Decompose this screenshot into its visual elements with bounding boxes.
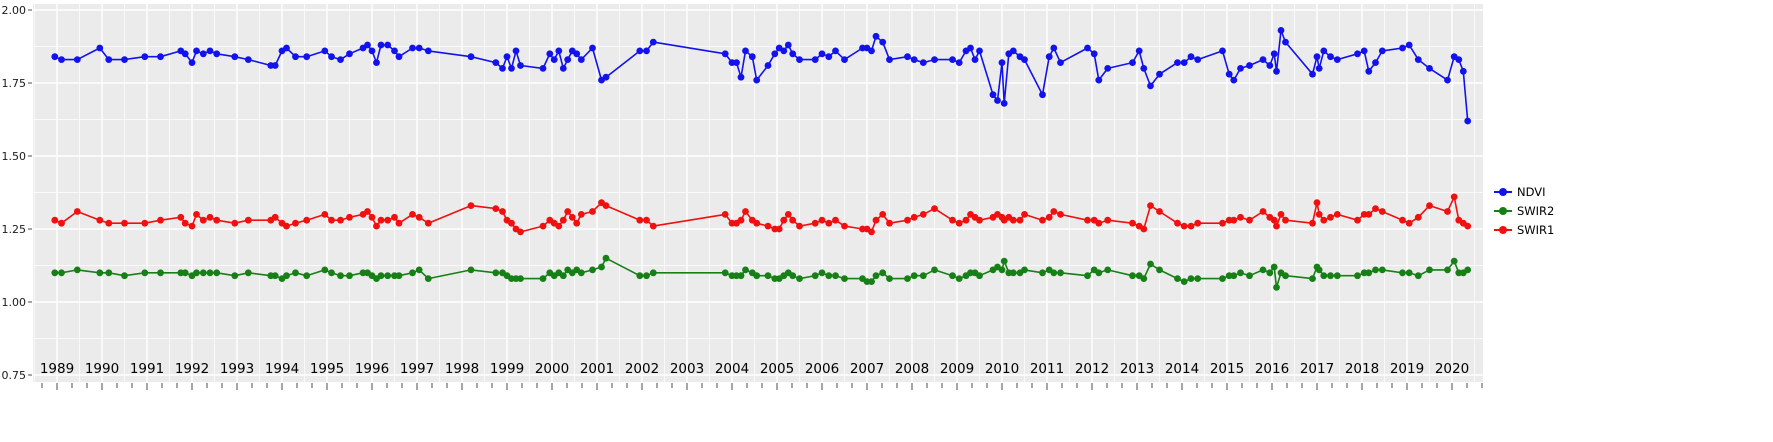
grid-major (33, 4, 1483, 382)
grid-minor (33, 4, 1483, 382)
svg-text:0.75: 0.75 (2, 369, 27, 382)
svg-text:2008: 2008 (895, 361, 929, 377)
x-axis-ticks (41, 383, 1483, 390)
svg-text:1989: 1989 (40, 361, 74, 377)
svg-text:2011: 2011 (1030, 361, 1064, 377)
svg-text:2002: 2002 (625, 361, 659, 377)
svg-text:1996: 1996 (355, 361, 389, 377)
svg-text:2000: 2000 (535, 361, 569, 377)
svg-text:2010: 2010 (985, 361, 1019, 377)
legend-marker-swir1 (1494, 224, 1512, 236)
svg-text:1.25: 1.25 (2, 223, 27, 236)
legend-item-swir1: SWIR1 (1494, 224, 1554, 236)
chart-legend: NDVI SWIR2 SWIR1 (1494, 186, 1554, 236)
svg-text:1993: 1993 (220, 361, 254, 377)
svg-text:1990: 1990 (85, 361, 119, 377)
legend-item-ndvi: NDVI (1494, 186, 1554, 198)
y-axis-labels: 2.00 1.75 1.50 1.25 1.00 0.75 (2, 4, 27, 382)
legend-label-swir1: SWIR1 (1517, 223, 1555, 237)
series-swir1 (51, 193, 1472, 236)
y-axis-ticks (28, 9, 32, 376)
svg-text:2009: 2009 (940, 361, 974, 377)
legend-marker-ndvi (1494, 186, 1512, 198)
svg-text:2012: 2012 (1075, 361, 1109, 377)
legend-marker-swir2 (1494, 205, 1512, 217)
svg-text:1.00: 1.00 (2, 296, 27, 309)
legend-label-swir2: SWIR2 (1517, 204, 1555, 218)
svg-text:1991: 1991 (130, 361, 164, 377)
x-axis-labels: 1989 1990 1991 1992 1993 1994 1995 1996 1997 1998… (40, 361, 1469, 377)
svg-text:1999: 1999 (490, 361, 524, 377)
series-swir2 (51, 254, 1472, 291)
svg-text:2013: 2013 (1120, 361, 1154, 377)
svg-text:1.75: 1.75 (2, 77, 27, 90)
svg-text:1998: 1998 (445, 361, 479, 377)
svg-text:2015: 2015 (1210, 361, 1244, 377)
legend-label-ndvi: NDVI (1517, 185, 1546, 199)
svg-text:2004: 2004 (715, 361, 749, 377)
svg-text:2017: 2017 (1300, 361, 1334, 377)
svg-text:2019: 2019 (1390, 361, 1424, 377)
svg-text:2006: 2006 (805, 361, 839, 377)
svg-text:1995: 1995 (310, 361, 344, 377)
svg-text:2003: 2003 (670, 361, 704, 377)
legend-item-swir2: SWIR2 (1494, 205, 1554, 217)
series-ndvi (51, 27, 1472, 125)
svg-text:2001: 2001 (580, 361, 614, 377)
svg-text:2014: 2014 (1165, 361, 1199, 377)
svg-text:1994: 1994 (265, 361, 299, 377)
svg-text:2.00: 2.00 (2, 4, 27, 17)
svg-text:2016: 2016 (1255, 361, 1289, 377)
svg-text:1.50: 1.50 (2, 150, 27, 163)
svg-text:2007: 2007 (850, 361, 884, 377)
svg-text:2005: 2005 (760, 361, 794, 377)
svg-text:2018: 2018 (1345, 361, 1379, 377)
svg-text:1992: 1992 (175, 361, 209, 377)
svg-text:2020: 2020 (1435, 361, 1469, 377)
svg-text:1997: 1997 (400, 361, 434, 377)
